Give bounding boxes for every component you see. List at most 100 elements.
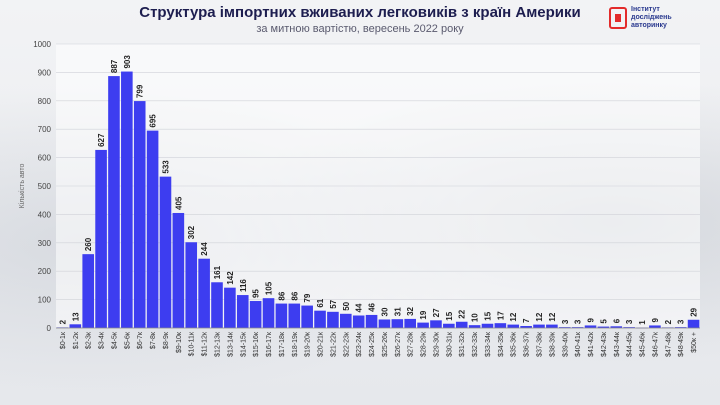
x-tick-label: $46-47к xyxy=(652,331,659,357)
bar-value-label: 5 xyxy=(599,319,608,324)
x-tick-label: $42-43к xyxy=(601,331,608,357)
logo-line-2: досліджень xyxy=(631,14,672,21)
bar xyxy=(623,327,635,328)
bar xyxy=(314,310,326,328)
bar-value-label: 19 xyxy=(419,310,428,319)
x-tick-label: $3-4к xyxy=(99,331,106,349)
bar-value-label: 30 xyxy=(380,307,389,316)
x-tick-label: $31-32к xyxy=(459,331,466,357)
bar xyxy=(610,326,623,328)
bar-value-label: 105 xyxy=(265,281,274,295)
bar xyxy=(301,305,313,328)
bar-value-label: 302 xyxy=(187,225,196,239)
bar-value-label: 46 xyxy=(368,302,377,311)
x-tick-label: $28-29к xyxy=(421,331,428,357)
bar-value-label: 260 xyxy=(84,237,93,251)
x-tick-label: $25-26к xyxy=(382,331,389,357)
x-tick-label: $15-16к xyxy=(253,331,260,357)
bar-value-label: 15 xyxy=(483,311,492,320)
chart-subtitle: за митною вартістю, вересень 2022 року xyxy=(256,23,464,35)
bar xyxy=(352,315,365,328)
x-tick-label: $39-40к xyxy=(562,331,569,357)
bar xyxy=(455,321,468,328)
bar-value-label: 533 xyxy=(161,160,170,174)
bar xyxy=(687,319,700,328)
x-tick-label: $37-38к xyxy=(537,331,544,357)
bar xyxy=(69,324,82,328)
x-tick-label: $48-49к xyxy=(678,331,685,357)
bar xyxy=(146,130,159,328)
x-tick-label: $33-34к xyxy=(485,331,492,357)
bar-value-label: 2 xyxy=(664,319,673,324)
x-tick-label: $44-45к xyxy=(627,331,634,357)
bar-value-label: 32 xyxy=(406,306,415,315)
bar xyxy=(546,324,558,328)
bar-value-label: 50 xyxy=(342,301,351,310)
bar xyxy=(404,318,416,328)
bar xyxy=(82,254,94,328)
bar xyxy=(597,326,610,328)
bar-value-label: 695 xyxy=(149,114,158,128)
institute-logo: Інститут досліджень авторинку xyxy=(609,4,715,32)
x-tick-label: $26-27к xyxy=(395,331,402,357)
bar-value-label: 903 xyxy=(123,55,132,69)
x-tick-label: $4-5к xyxy=(111,331,118,349)
x-tick-label: $24-25к xyxy=(369,331,376,357)
bar xyxy=(95,149,107,328)
x-tick-label: $27-28к xyxy=(408,331,415,357)
bar-value-label: 86 xyxy=(290,291,299,300)
bar xyxy=(365,314,378,328)
bar-value-label: 95 xyxy=(252,289,261,298)
x-tick-label: $43-44к xyxy=(614,331,621,357)
bar-value-label: 3 xyxy=(625,319,634,324)
bar-value-label: 27 xyxy=(432,308,441,317)
y-tick-label: 100 xyxy=(38,296,52,305)
bar xyxy=(378,319,391,328)
bar xyxy=(108,76,120,328)
bar-value-label: 6 xyxy=(612,318,621,323)
bar-value-label: 142 xyxy=(226,271,235,285)
x-tick-label: $32-33к xyxy=(472,331,479,357)
x-tick-label: $1-2к xyxy=(73,331,80,349)
y-axis-label: Кількість авто xyxy=(18,164,26,209)
x-tick-label: $5-6к xyxy=(124,331,131,349)
bar xyxy=(520,326,532,328)
x-tick-label: $16-17к xyxy=(266,331,273,357)
x-tick-label: $21-22к xyxy=(330,331,337,357)
bar-value-label: 31 xyxy=(393,307,402,316)
bar-value-label: 29 xyxy=(690,307,699,316)
y-tick-label: 1000 xyxy=(33,40,51,49)
x-tick-label: $41-42к xyxy=(588,331,595,357)
y-tick-label: 200 xyxy=(38,267,52,276)
y-tick-label: 400 xyxy=(38,210,52,219)
bar-value-label: 405 xyxy=(174,196,183,210)
bar xyxy=(340,313,352,328)
bar-value-label: 1 xyxy=(638,320,647,325)
bar xyxy=(494,323,507,328)
bar xyxy=(430,320,442,328)
x-tick-label: $45-46к xyxy=(640,331,647,357)
x-tick-label: $0-1к xyxy=(60,331,67,349)
x-tick-label: $2-3к xyxy=(86,331,93,349)
bar xyxy=(159,176,172,328)
bar-value-label: 799 xyxy=(136,84,145,98)
x-tick-label: $23-24к xyxy=(356,331,363,357)
x-tick-label: $29-30к xyxy=(433,331,440,357)
x-tick-label: $9-10к xyxy=(176,331,183,353)
x-tick-label: $34-35к xyxy=(498,331,505,357)
x-tick-label: $7-8к xyxy=(150,331,157,349)
bar xyxy=(172,212,185,328)
y-tick-label: 600 xyxy=(38,154,52,163)
bar xyxy=(481,323,494,328)
bar-value-label: 3 xyxy=(561,319,570,324)
x-tick-label: $18-19к xyxy=(292,331,299,357)
y-tick-label: 500 xyxy=(38,182,52,191)
bar xyxy=(211,282,223,328)
bar-value-label: 10 xyxy=(471,313,480,322)
chart-title: Структура імпортних вживаних легковиків … xyxy=(139,4,581,21)
bar-value-label: 3 xyxy=(574,319,583,324)
bar xyxy=(262,298,275,328)
bar xyxy=(468,325,481,328)
bar-value-label: 887 xyxy=(110,59,119,73)
